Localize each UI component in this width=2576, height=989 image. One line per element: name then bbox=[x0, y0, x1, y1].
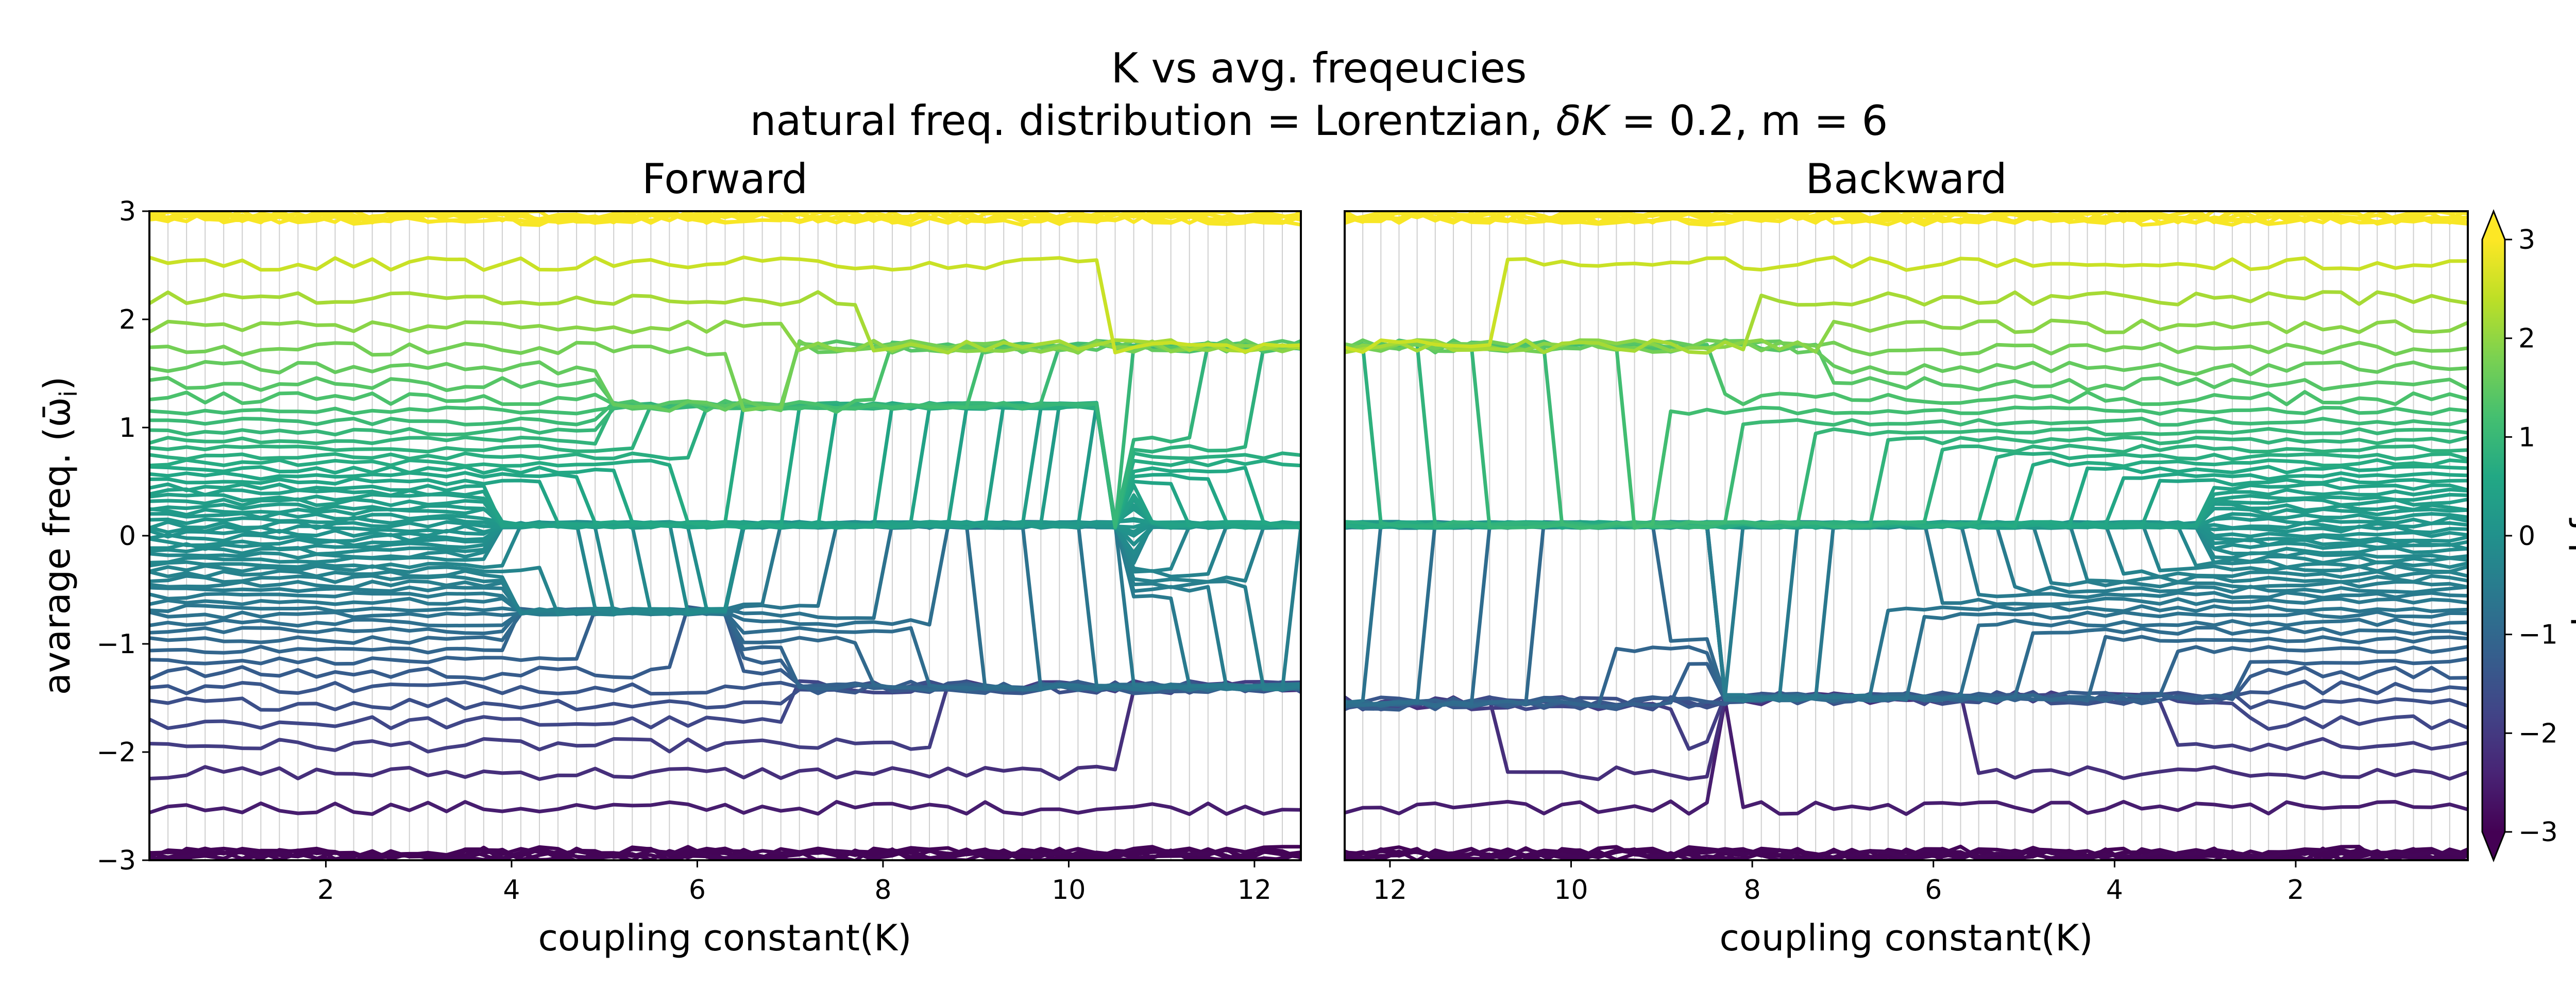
y-tick-label: 2 bbox=[119, 304, 136, 335]
forward-panel-title: Forward bbox=[642, 155, 808, 203]
x-tick-label: 12 bbox=[1373, 875, 1407, 906]
colorbar-tick-label: −1 bbox=[2518, 620, 2558, 651]
chart-title: K vs avg. freqeucies bbox=[1111, 44, 1527, 92]
x-tick-label: 4 bbox=[2106, 875, 2123, 906]
backward-panel: Backward 12 10 8 6 4 2 coupling constant(K) bbox=[1344, 155, 2469, 959]
colorbar-gradient bbox=[2482, 240, 2505, 832]
oscillator-line bbox=[149, 211, 1301, 225]
oscillator-line bbox=[1345, 844, 2468, 860]
y-tick-label: −2 bbox=[96, 737, 136, 768]
oscillator-line bbox=[149, 520, 1301, 692]
colorbar-tick-label: −2 bbox=[2518, 718, 2558, 749]
backward-series bbox=[1345, 211, 2468, 860]
oscillator-line bbox=[149, 290, 1301, 355]
x-tick-label: 2 bbox=[2287, 875, 2304, 906]
backward-grid bbox=[1344, 211, 2468, 860]
backward-x-ticks: 12 10 8 6 4 2 bbox=[1373, 860, 2304, 906]
oscillator-line bbox=[1345, 338, 2468, 356]
colorbar-tick-label: 0 bbox=[2518, 521, 2535, 552]
oscillator-line bbox=[1345, 342, 2468, 530]
colorbar-label: natural freq. ωi bbox=[2563, 400, 2576, 672]
oscillator-line bbox=[149, 680, 1301, 781]
forward-y-ticks: −3 −2 −1 0 1 2 3 bbox=[96, 196, 149, 876]
x-tick-label: 8 bbox=[874, 875, 891, 906]
oscillator-line bbox=[1345, 255, 2468, 354]
backward-plot-frame bbox=[1344, 210, 2469, 861]
colorbar-top-extension bbox=[2482, 211, 2505, 240]
y-tick-label: 1 bbox=[119, 413, 136, 444]
forward-x-ticks: 2 4 6 8 10 12 bbox=[317, 860, 1272, 906]
oscillator-line bbox=[1345, 290, 2468, 355]
oscillator-line bbox=[149, 319, 1301, 354]
oscillator-line bbox=[1345, 698, 2468, 816]
colorbar-ticks: 3 2 1 0 −1 −2 −3 bbox=[2505, 225, 2558, 848]
backward-x-axis-label: coupling constant(K) bbox=[1720, 917, 2093, 959]
colorbar-tick-label: −3 bbox=[2518, 817, 2558, 848]
oscillator-line bbox=[1345, 211, 2468, 225]
x-tick-label: 4 bbox=[503, 875, 520, 906]
colorbar-tick-label: 3 bbox=[2518, 225, 2535, 255]
y-tick-label: −3 bbox=[96, 845, 136, 876]
oscillator-line bbox=[149, 255, 1301, 354]
x-tick-label: 2 bbox=[317, 875, 334, 906]
colorbar-bottom-extension bbox=[2482, 832, 2505, 860]
oscillator-line bbox=[1345, 318, 2468, 354]
x-tick-label: 6 bbox=[1925, 875, 1942, 906]
colorbar-tick-label: 2 bbox=[2518, 323, 2535, 354]
x-tick-label: 8 bbox=[1744, 875, 1761, 906]
forward-x-axis-label: coupling constant(K) bbox=[538, 917, 912, 959]
x-tick-label: 6 bbox=[689, 875, 706, 906]
y-tick-label: 0 bbox=[119, 521, 136, 552]
x-tick-label: 10 bbox=[1052, 875, 1086, 906]
x-tick-label: 10 bbox=[1554, 875, 1588, 906]
y-tick-label: −1 bbox=[96, 629, 136, 660]
forward-series bbox=[149, 211, 1301, 860]
colorbar-tick-label: 1 bbox=[2518, 422, 2535, 453]
oscillator-line bbox=[1345, 846, 2468, 860]
colorbar: 3 2 1 0 −1 −2 −3 natural freq. ωi bbox=[2481, 209, 2576, 863]
x-tick-label: 12 bbox=[1238, 875, 1272, 906]
oscillator-line bbox=[149, 845, 1301, 860]
chart-subtitle: natural freq. distribution = Lorentzian,… bbox=[750, 97, 1888, 145]
oscillator-line bbox=[1345, 342, 2468, 530]
backward-panel-title: Backward bbox=[1806, 155, 2007, 203]
oscillator-line bbox=[149, 800, 1301, 816]
y-axis-label: avarage freq. (ω̄i) bbox=[36, 377, 82, 695]
y-tick-label: 3 bbox=[119, 196, 136, 227]
